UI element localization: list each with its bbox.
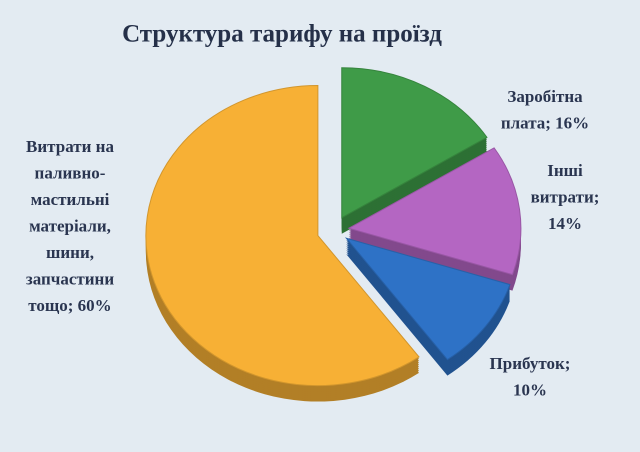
- data-label: Прибуток;: [490, 354, 571, 373]
- slice: [341, 67, 488, 219]
- chart-title: Структура тарифу на проїзд: [122, 21, 442, 48]
- data-label: Заробітна: [507, 87, 583, 106]
- data-label: паливно-: [35, 163, 106, 182]
- data-label: шини,: [46, 243, 94, 262]
- pie: [145, 67, 522, 402]
- slice: [344, 237, 511, 361]
- data-label: матеріали,: [29, 216, 111, 235]
- data-label: витрати;: [531, 187, 600, 206]
- slice: [347, 147, 522, 276]
- data-label: 14%: [548, 214, 582, 233]
- data-label: 10%: [513, 380, 547, 399]
- data-label: Інші: [547, 161, 583, 180]
- data-label: запчастини: [26, 269, 114, 288]
- labels: Заробітна плата; 16% Інші витрати; 14% Прибут…: [26, 87, 600, 400]
- data-label: плата; 16%: [501, 113, 589, 132]
- data-label: мастильні: [31, 190, 110, 209]
- data-label: Витрати на: [26, 137, 114, 156]
- slice: [145, 85, 420, 387]
- data-label: тощо; 60%: [28, 296, 111, 315]
